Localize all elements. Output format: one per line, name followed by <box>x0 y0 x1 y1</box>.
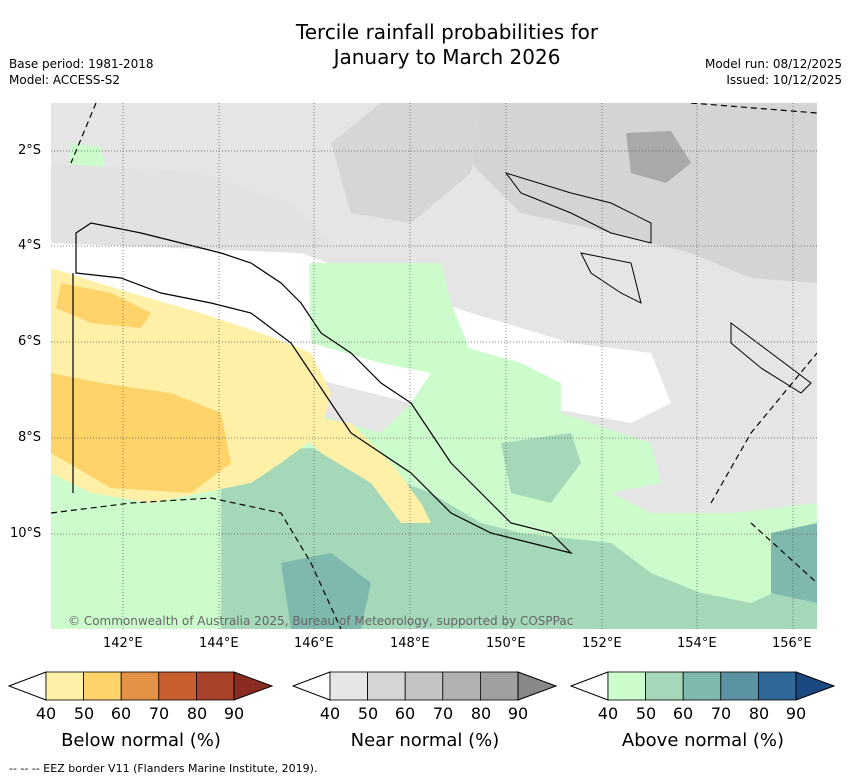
legend-tick: 80 <box>186 704 208 723</box>
below-normal-50-north <box>56 283 151 328</box>
legend-tick: 90 <box>223 704 245 723</box>
legend-title: Above normal (%) <box>621 730 785 751</box>
legend-tick: 50 <box>357 704 379 723</box>
legend-title: Below normal (%) <box>61 730 221 751</box>
colorbar-segment <box>195 671 235 701</box>
model-run: Model run: 08/12/2025 <box>704 57 842 71</box>
colorbar-segment <box>607 671 646 701</box>
colorbar-segment <box>158 671 197 701</box>
near-normal-50-region <box>471 103 817 283</box>
legend-tick: 60 <box>110 704 132 723</box>
colorbar-segment <box>45 671 84 701</box>
map-title: Tercile rainfall probabilities for Janua… <box>0 20 850 70</box>
colorbar-near-normal <box>291 671 558 701</box>
legend-tick: 90 <box>785 704 807 723</box>
colorbar-segment <box>682 671 722 701</box>
legend-tick: 40 <box>597 704 619 723</box>
lat-label: 8°S <box>18 430 42 445</box>
coastline-new-ireland <box>580 252 642 304</box>
legend-tick: 60 <box>394 704 416 723</box>
lat-label: 10°S <box>10 526 42 541</box>
legend-tick: 40 <box>35 704 57 723</box>
eez-border-east <box>710 352 817 504</box>
legend-below-normal: 40 50 60 70 80 90 Below normal (%) <box>7 670 274 751</box>
colorbar-segment <box>329 671 368 701</box>
colorbar-under-extension <box>291 671 331 701</box>
above-normal-60-east <box>771 523 817 603</box>
legend-near-normal: 40 50 60 70 80 90 Near normal (%) <box>291 670 558 751</box>
legend-tick: 80 <box>748 704 770 723</box>
legend-tick: 60 <box>672 704 694 723</box>
colorbar-segment <box>404 671 444 701</box>
model-name: Model: ACCESS-S2 <box>9 73 121 87</box>
below-normal-40-central <box>281 413 431 523</box>
forecast-map <box>51 103 817 629</box>
lat-label: 4°S <box>18 238 42 253</box>
colorbar-segment <box>757 671 797 701</box>
near-normal-50-region-2 <box>331 103 481 223</box>
above-normal-50-central <box>501 433 581 503</box>
issued-date: Issued: 10/12/2025 <box>726 73 842 87</box>
colorbar-over-extension <box>795 671 836 701</box>
colorbar-under-extension <box>569 671 609 701</box>
copyright-notice: © Commonwealth of Australia 2025, Bureau… <box>68 614 574 628</box>
lon-label: 152°E <box>582 636 622 651</box>
legend-tick: 50 <box>73 704 95 723</box>
coastline-mainland <box>75 222 573 555</box>
lon-label: 142°E <box>103 636 143 651</box>
colorbar-segment <box>120 671 160 701</box>
legend-tick: 90 <box>507 704 529 723</box>
near-normal-40-north <box>51 163 331 253</box>
eez-border-north <box>690 103 817 114</box>
colorbar-segment <box>442 671 481 701</box>
title-line-2: January to March 2026 <box>333 45 561 69</box>
eez-border-south <box>51 497 342 629</box>
eez-border-southeast <box>750 522 817 584</box>
colorbar-segment <box>479 671 519 701</box>
lon-label: 154°E <box>677 636 717 651</box>
colorbar-above-normal <box>569 671 836 701</box>
colorbar-segment <box>720 671 759 701</box>
legend-above-normal: 40 50 60 70 80 90 Above normal (%) <box>569 670 836 751</box>
title-line-1: Tercile rainfall probabilities for <box>295 20 599 44</box>
legend-tick: 50 <box>635 704 657 723</box>
colorbar-over-extension <box>517 671 558 701</box>
coastline-bougainville <box>730 322 812 394</box>
base-period: Base period: 1981-2018 <box>9 57 154 71</box>
coastline-new-britain <box>504 172 652 244</box>
legend-tick: 70 <box>710 704 732 723</box>
colorbar-segment <box>83 671 122 701</box>
legend-tick: 70 <box>432 704 454 723</box>
colorbar-segment <box>645 671 684 701</box>
lon-label: 148°E <box>390 636 430 651</box>
below-normal-50-region <box>51 373 231 493</box>
lat-label: 6°S <box>18 334 42 349</box>
run-info: Model run: 08/12/2025 Issued: 10/12/2025 <box>705 56 842 88</box>
eez-footnote: -- -- -- EEZ border V11 (Flanders Marine… <box>9 762 318 775</box>
legend-title: Near normal (%) <box>350 730 500 751</box>
graticule <box>51 103 817 629</box>
above-normal-40-north <box>309 263 471 373</box>
colorbar-below-normal <box>7 671 274 701</box>
legend-tick: 70 <box>148 704 170 723</box>
lon-label: 144°E <box>199 636 239 651</box>
colorbar-over-extension <box>233 671 274 701</box>
lon-label: 150°E <box>486 636 526 651</box>
legend-tick: 40 <box>319 704 341 723</box>
model-info: Base period: 1981-2018 Model: ACCESS-S2 <box>9 56 154 88</box>
above-normal-60-region <box>281 553 371 629</box>
colorbar-segment <box>367 671 406 701</box>
colorbar-under-extension <box>7 671 47 701</box>
lon-label: 146°E <box>294 636 334 651</box>
lon-label: 156°E <box>772 636 812 651</box>
near-normal-70-region <box>626 131 691 183</box>
eez-border-west <box>70 103 97 164</box>
lat-label: 2°S <box>18 143 42 158</box>
legend-tick: 80 <box>470 704 492 723</box>
